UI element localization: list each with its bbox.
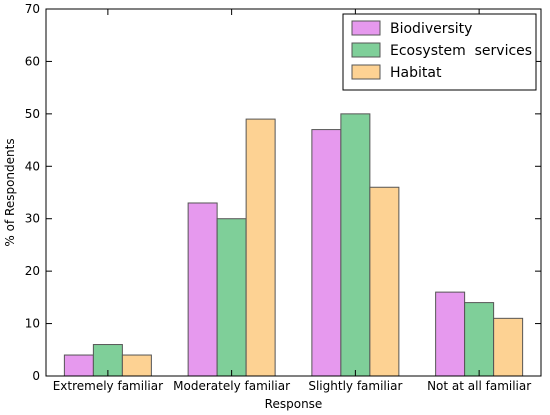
legend-swatch <box>351 64 381 80</box>
bar-3-2 <box>245 118 276 377</box>
bar-1-3 <box>311 129 342 377</box>
x-tick-label: Not at all familiar <box>427 379 531 393</box>
y-tick-label: 10 <box>25 317 40 331</box>
y-tick-label: 0 <box>32 369 40 383</box>
bar-2-4 <box>464 302 495 377</box>
plot-frame <box>45 8 542 377</box>
x-tick-label: Moderately familiar <box>173 379 290 393</box>
x-tick-label: Extremely familiar <box>53 379 163 393</box>
y-tick-label: 20 <box>25 264 40 278</box>
bar-2-2 <box>216 218 247 377</box>
bar-2-3 <box>340 113 371 377</box>
bar-1-1 <box>63 354 94 377</box>
x-axis-label: Response <box>265 397 323 411</box>
bar-1-4 <box>435 291 466 377</box>
legend-label: Ecosystem services <box>390 43 532 59</box>
legend-label: Habitat <box>390 65 442 81</box>
y-tick-label: 40 <box>25 159 40 173</box>
legend-swatch <box>351 20 381 36</box>
legend-label: Biodiversity <box>390 21 472 37</box>
y-tick-label: 70 <box>25 2 40 16</box>
y-tick-label: 50 <box>25 107 40 121</box>
bar-3-3 <box>369 186 400 377</box>
y-axis-label: % of Respondents <box>3 138 17 246</box>
y-tick-label: 30 <box>25 212 40 226</box>
ticks-layer: 0 10 20 30 40 50 60 70 Extremely familiar Moderat… <box>25 2 541 393</box>
bars-layer <box>63 113 524 377</box>
bar-3-4 <box>493 317 524 377</box>
bar-1-2 <box>187 202 218 377</box>
legend-swatch <box>351 42 381 58</box>
bar-3-1 <box>121 354 152 377</box>
legend: Biodiversity Ecosystem services Habitat <box>342 13 537 91</box>
x-tick-label: Slightly familiar <box>308 379 402 393</box>
y-tick-label: 60 <box>25 54 40 68</box>
